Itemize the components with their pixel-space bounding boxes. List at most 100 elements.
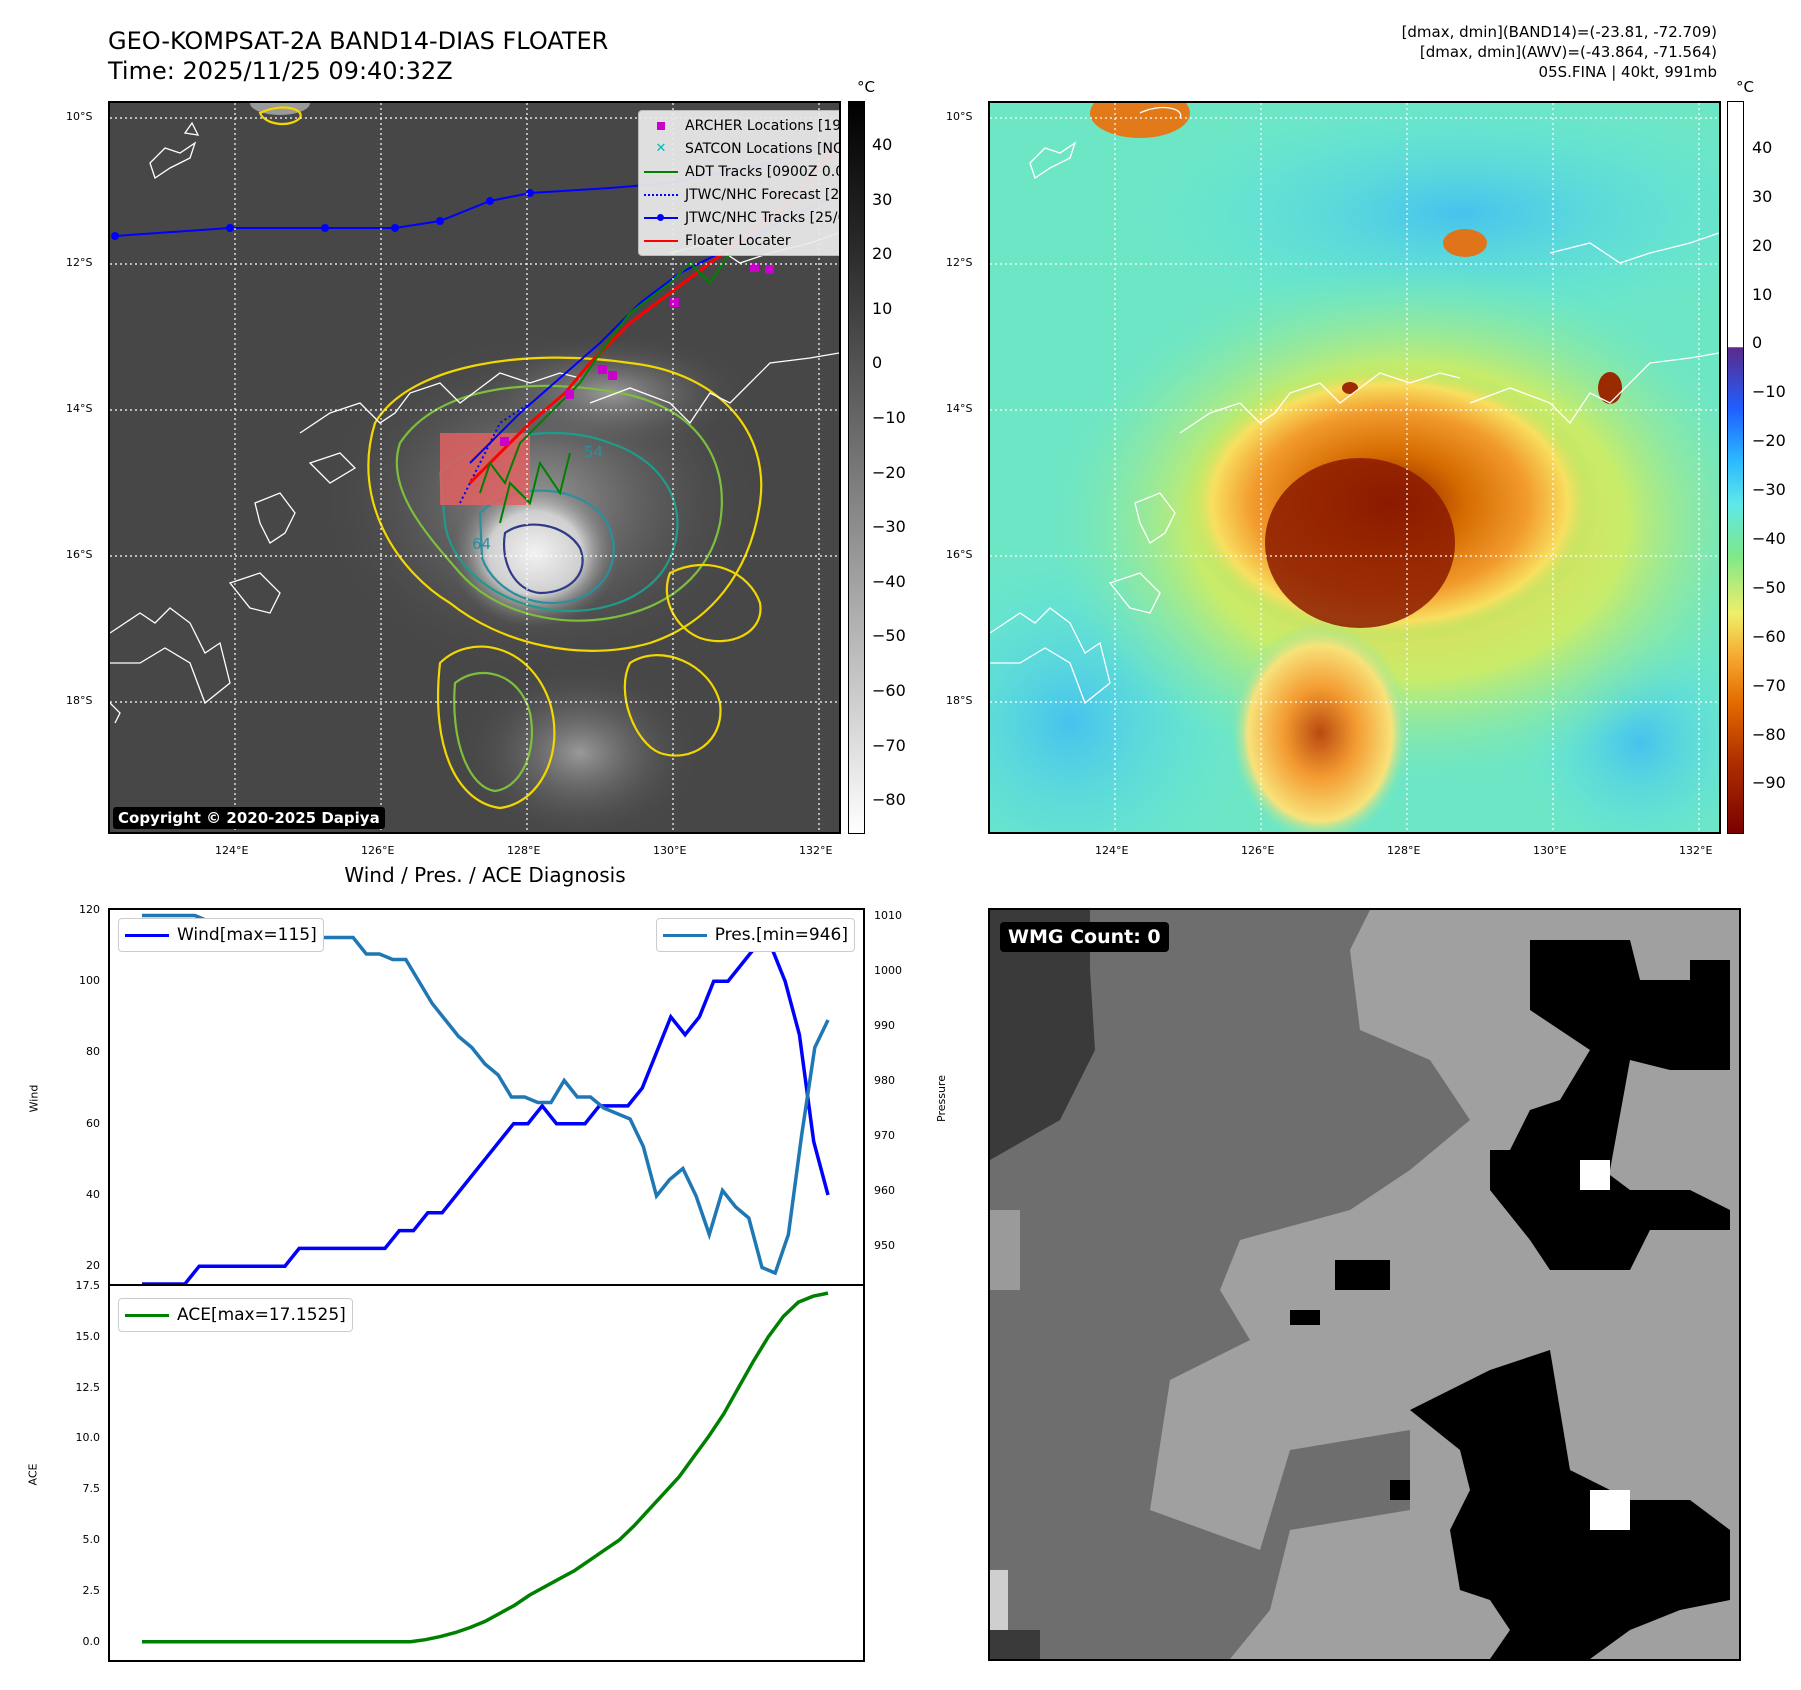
r-lat-tick-10s: 10°S (946, 110, 973, 123)
ace-axis-label: ACE (26, 1463, 40, 1486)
ace-axis-tick: 2.5 (82, 1583, 101, 1597)
awv-map-svg (990, 103, 1719, 832)
lon-tick-130e: 130°E (653, 844, 687, 857)
colorbar-right-tick: −50 (1752, 577, 1786, 597)
title-line-1: GEO-KOMPSAT-2A BAND14-DIAS FLOATER (108, 27, 609, 55)
r-lon-tick-128e: 128°E (1387, 844, 1421, 857)
ace-axis-tick: 7.5 (82, 1482, 101, 1496)
ace-legend: ACE[max=17.1525] (118, 1298, 353, 1332)
legend-archer: ARCHER Locations [1909Z] (643, 114, 841, 137)
ace-legend-swatch (125, 1313, 169, 1317)
colorbar-right-tick: 30 (1752, 186, 1773, 206)
r-lat-tick-14s: 14°S (946, 402, 973, 415)
r-lat-tick-18s: 18°S (946, 694, 973, 707)
legend-jtwc-forecast-label: JTWC/NHC Forecast [24/1800Z] (685, 186, 840, 203)
colorbar-right-tick: −10 (1752, 382, 1786, 402)
info-line-1: [dmax, dmin](BAND14)=(-23.81, -72.709) (1401, 23, 1717, 41)
pressure-legend-label: Pres.[min=946] (714, 925, 848, 945)
pressure-axis-tick: 980 (874, 1073, 895, 1087)
wind-axis-tick: 60 (86, 1116, 100, 1130)
wind-legend-label: Wind[max=115] (177, 925, 317, 945)
wind-axis-label: Wind (27, 1084, 41, 1113)
lon-tick-126e: 126°E (361, 844, 395, 857)
diagnosis-chart-title: Wind / Pres. / ACE Diagnosis (344, 863, 626, 887)
legend-adt: ADT Tracks [0900Z 0.0 0.0] (643, 160, 839, 183)
wind-axis-tick: 100 (79, 974, 100, 988)
lon-tick-124e: 124°E (215, 844, 249, 857)
awv-map-panel (988, 101, 1721, 834)
colorbar-right (1727, 101, 1744, 834)
legend-adt-label: ADT Tracks [0900Z 0.0 0.0] (685, 163, 839, 180)
colorbar-left-tick: −10 (872, 408, 906, 428)
pressure-axis-tick: 1010 (874, 908, 902, 922)
legend-jtwc-tracks-label: JTWC/NHC Tracks [25/0600Z] (685, 209, 839, 226)
figure-title: GEO-KOMPSAT-2A BAND14-DIAS FLOATER Time:… (108, 26, 608, 86)
r-lat-tick-16s: 16°S (946, 548, 973, 561)
lat-tick-14s: 14°S (66, 402, 93, 415)
r-lon-tick-124e: 124°E (1095, 844, 1129, 857)
colorbar-left-tick: 20 (872, 244, 893, 264)
pressure-axis-label: Pressure (934, 1075, 948, 1122)
ace-axis-tick: 10.0 (75, 1431, 101, 1445)
legend-floater-label: Floater Locater (685, 232, 791, 249)
colorbar-left-tick: 0 (872, 353, 883, 373)
ace-axis-tick: 17.5 (75, 1279, 101, 1292)
wmg-panel: WMG Count: 0 (988, 908, 1741, 1661)
colorbar-right-tick: 40 (1752, 137, 1773, 157)
colorbar-right-tick: 10 (1752, 284, 1773, 304)
wmg-svg (990, 910, 1739, 1659)
colorbar-left-tick: 40 (872, 134, 893, 154)
r-lon-tick-130e: 130°E (1533, 844, 1567, 857)
pressure-axis-tick: 1000 (874, 963, 902, 977)
colorbar-right-tick: −40 (1752, 529, 1786, 549)
colorbar-right-tick: 0 (1752, 333, 1763, 353)
colorbar-right-tick: −20 (1752, 431, 1786, 451)
info-line-3: 05S.FINA | 40kt, 991mb (1538, 63, 1717, 81)
ace-axis-tick: 12.5 (75, 1380, 101, 1394)
contour-label-54: 54 (584, 443, 604, 461)
wind-pressure-chart: Wind[max=115] Pres.[min=946] (108, 908, 865, 1286)
ace-legend-label: ACE[max=17.1525] (177, 1305, 346, 1325)
r-lat-tick-12s: 12°S (946, 256, 973, 269)
colorbar-right-tick: 20 (1752, 235, 1773, 255)
legend-jtwc-forecast: JTWC/NHC Forecast [24/1800Z] (643, 183, 840, 206)
wind-legend-swatch (125, 933, 169, 937)
colorbar-left-tick: −60 (872, 681, 906, 701)
wind-legend: Wind[max=115] (118, 918, 324, 952)
colorbar-right-tick: −30 (1752, 480, 1786, 500)
legend-floater: Floater Locater (643, 229, 839, 252)
colorbar-left-tick: −40 (872, 571, 906, 591)
ace-axis-tick: 15.0 (75, 1329, 101, 1343)
ace-chart: ACE[max=17.1525] (108, 1284, 865, 1662)
r-lon-tick-126e: 126°E (1241, 844, 1275, 857)
ace-axis-tick: 5.0 (82, 1533, 101, 1547)
colorbar-right-tick: −90 (1752, 773, 1786, 793)
ace-svg (142, 1291, 829, 1644)
legend-satcon-label: SATCON Locations [NONE] (685, 140, 839, 157)
colorbar-left-tick: −70 (872, 735, 906, 755)
ace-series-line (142, 1291, 829, 1644)
ir-map-panel: 64 54 Copyright © 2020-2025 Dapiya ARCHE… (108, 101, 841, 834)
colorbar-right-tick: −60 (1752, 626, 1786, 646)
wind-axis-tick: 80 (86, 1045, 100, 1059)
lat-tick-18s: 18°S (66, 694, 93, 707)
legend-archer-label: ARCHER Locations [1909Z] (685, 117, 841, 134)
wind-axis-tick: 40 (86, 1187, 100, 1201)
colorbar-left-tick: 10 (872, 298, 893, 318)
wind-pressure-svg (142, 913, 830, 1284)
wind-series-line (142, 943, 830, 1284)
wind-axis-tick: 20 (86, 1259, 100, 1273)
pressure-legend: Pres.[min=946] (655, 918, 855, 952)
copyright-badge: Copyright © 2020-2025 Dapiya (113, 807, 385, 829)
legend-jtwc-tracks: JTWC/NHC Tracks [25/0600Z] (643, 206, 839, 229)
storm-info: [dmax, dmin](BAND14)=(-23.81, -72.709) [… (1402, 22, 1717, 82)
ace-axis-tick: 0.0 (82, 1634, 101, 1648)
colorbar-left-tick: −80 (872, 790, 906, 810)
wind-axis-tick: 120 (79, 903, 100, 916)
pressure-axis-tick: 970 (874, 1128, 895, 1142)
info-line-2: [dmax, dmin](AWV)=(-43.864, -71.564) (1419, 43, 1717, 61)
colorbar-right-tick: −80 (1752, 724, 1786, 744)
lon-tick-128e: 128°E (507, 844, 541, 857)
colorbar-left-tick: −50 (872, 626, 906, 646)
title-line-2: Time: 2025/11/25 09:40:32Z (108, 57, 453, 85)
